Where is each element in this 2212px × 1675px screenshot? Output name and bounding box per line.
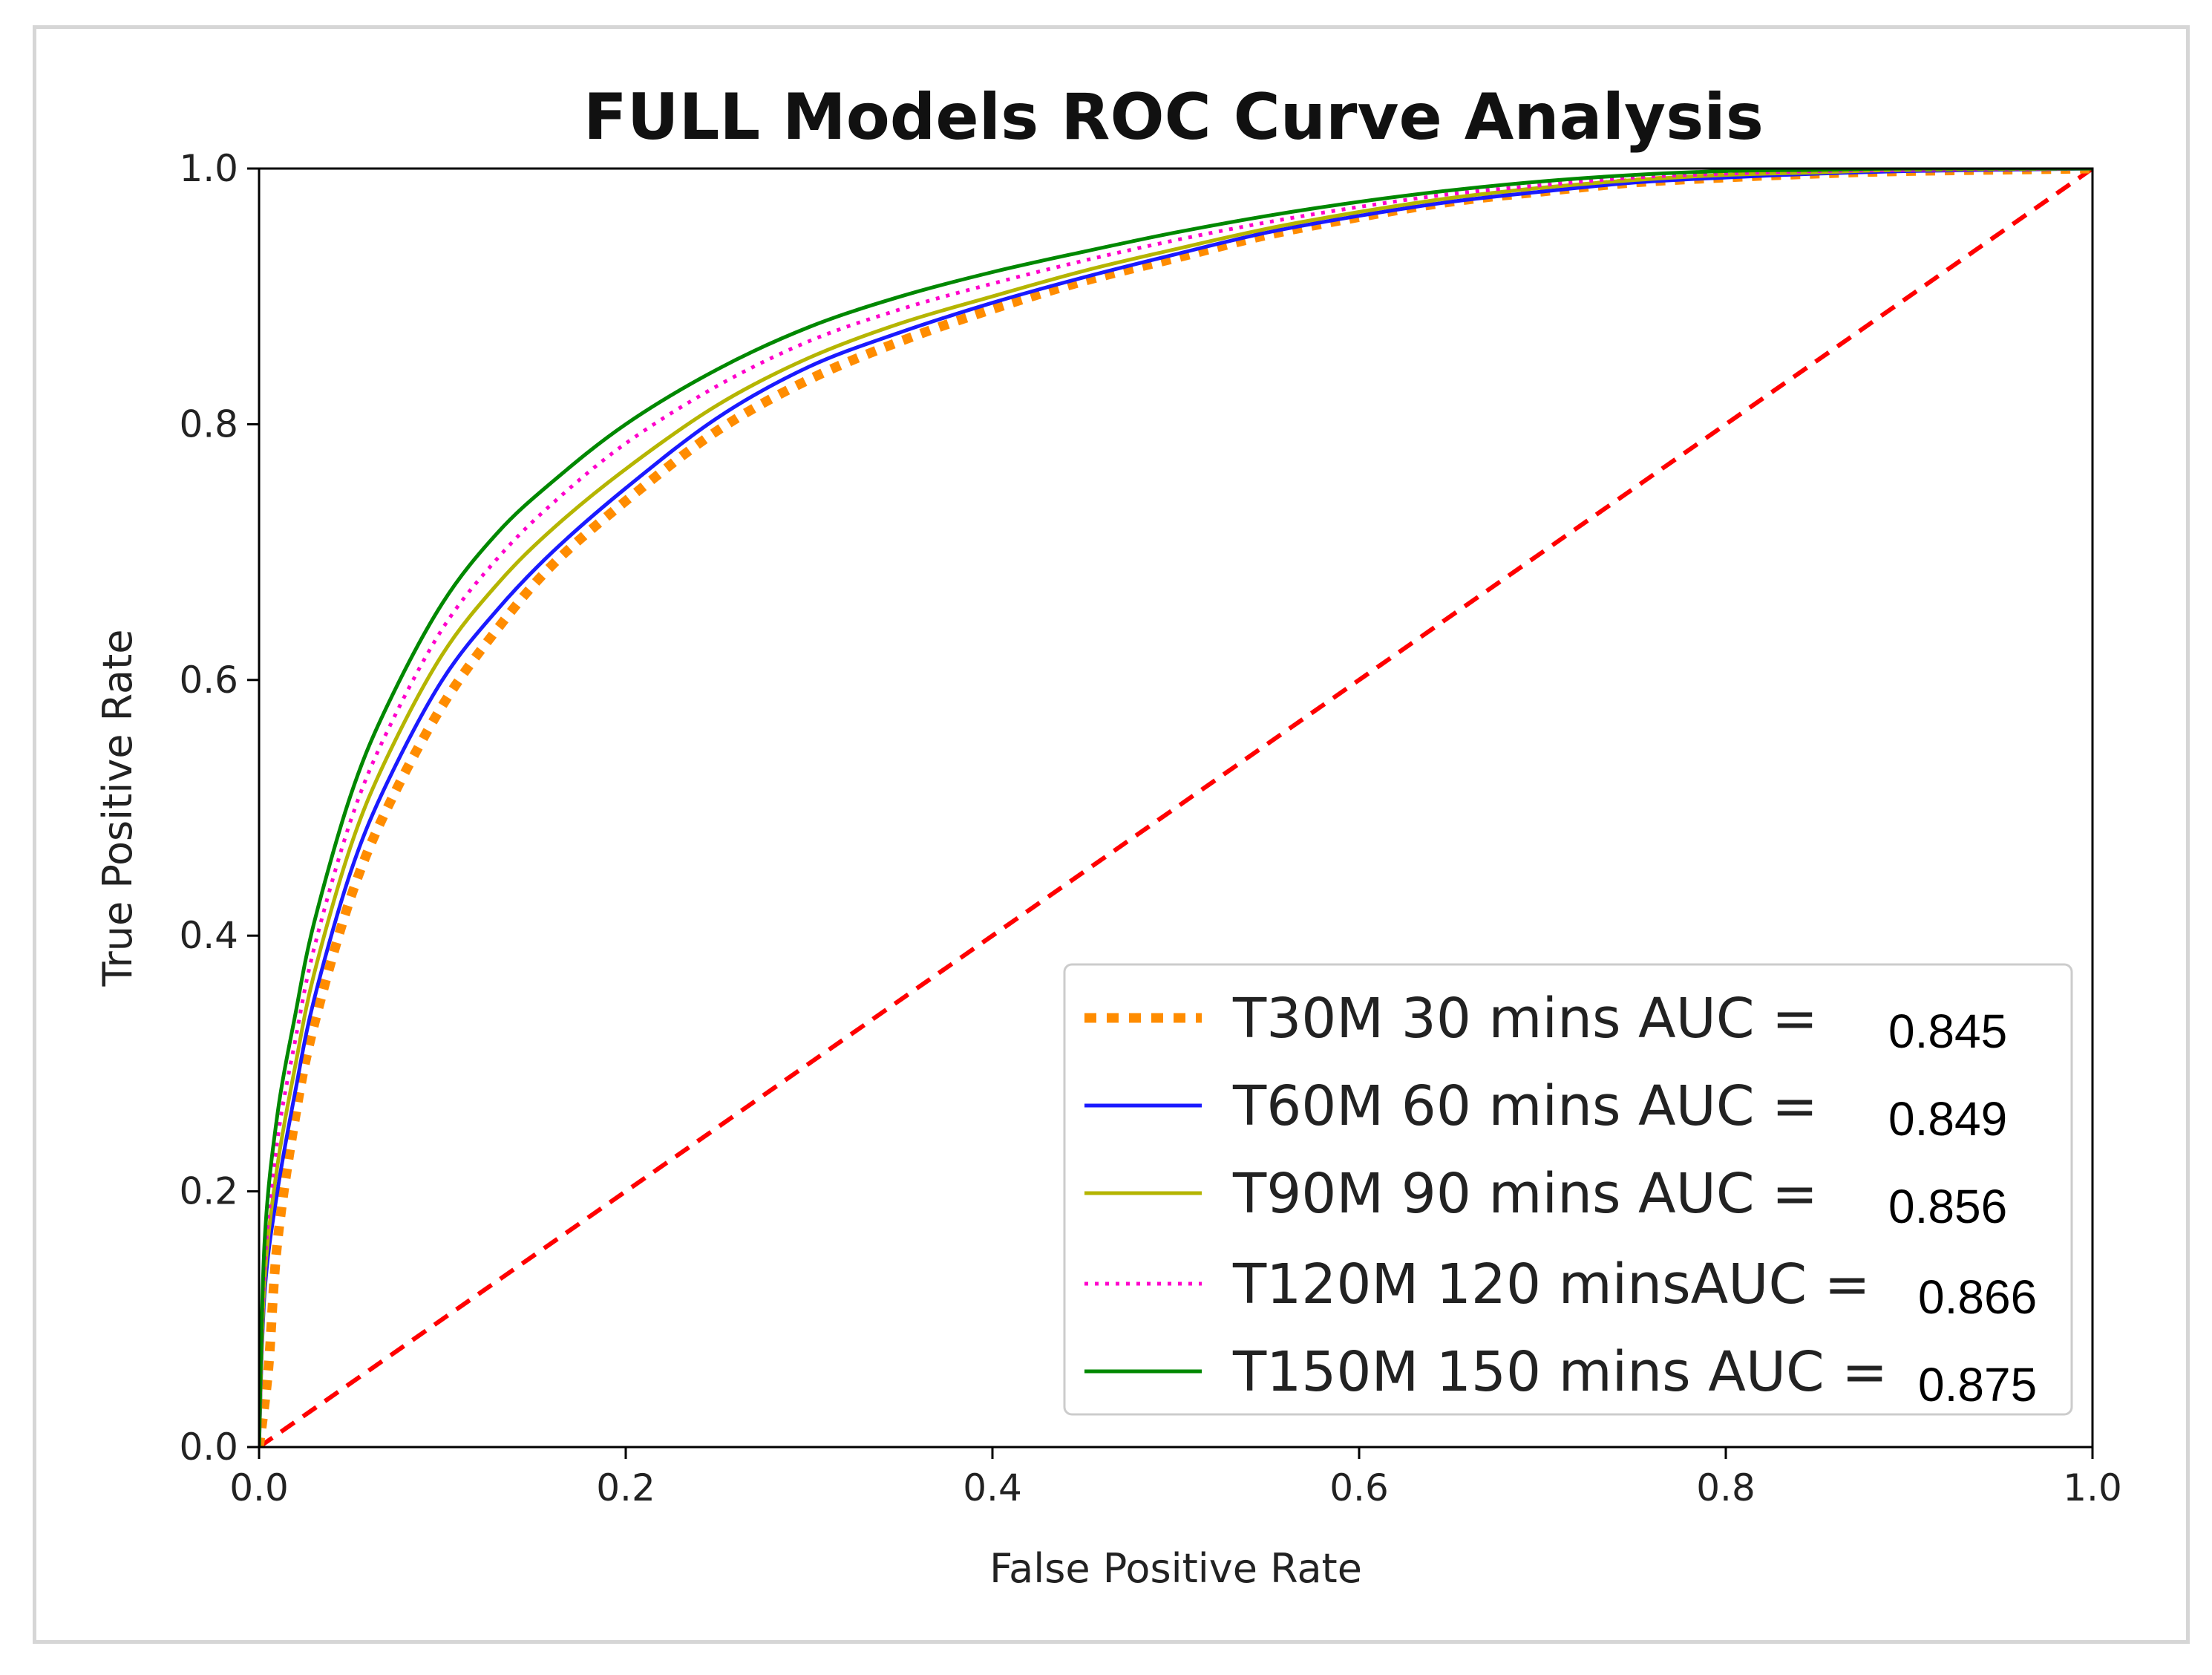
legend-auc-value: 0.875 [1918,1358,2037,1411]
x-tick-label: 0.8 [1696,1466,1755,1509]
legend-label: T150M 150 mins AUC = [1232,1340,1888,1404]
plot-area-border [258,167,2094,1449]
legend-label: T60M 60 mins AUC = [1232,1074,1818,1138]
series-line-t90m [259,169,2092,1447]
legend-auc-value: 0.856 [1888,1180,2007,1233]
legend-box [1063,963,2073,1416]
legend-auc-value: 0.849 [1888,1092,2007,1146]
series-line-t60m [259,169,2092,1447]
legend-label: T30M 30 mins AUC = [1232,987,1818,1051]
series-line-t150m [259,169,2092,1447]
y-tick-label: 0.4 [179,914,238,957]
series-line-t30m [259,169,2092,1447]
x-tick-label: 0.4 [963,1466,1022,1509]
x-tick-label: 0.6 [1329,1466,1389,1509]
series-layer [259,169,2092,1447]
x-tick-label: 1.0 [2063,1466,2122,1509]
roc-chart: FULL Models ROC Curve Analysis 0.0 0.2 0.4… [94,80,2122,1592]
legend-label: T120M 120 minsAUC = [1232,1253,1871,1316]
y-tick-label: 0.8 [179,402,238,445]
legend-label: T90M 90 mins AUC = [1232,1162,1818,1226]
x-tick-label: 0.2 [596,1466,655,1509]
ticks-layer: 0.0 0.2 0.4 0.6 0.8 1.0 0.0 0.2 0.4 0.6 0.8 1.0 [179,147,2121,1509]
legend-auc-value: 0.866 [1918,1270,2037,1324]
chart-title: FULL Models ROC Curve Analysis [583,80,1764,154]
legend-auc-value: 0.845 [1888,1005,2007,1058]
legend: T30M 30 mins AUC = 0.845 T60M 60 mins AUC … [1063,963,2073,1416]
y-tick-label: 0.2 [179,1170,238,1213]
x-tick-label: 0.0 [229,1466,289,1509]
chart-frame: FULL Models ROC Curve Analysis 0.0 0.2 0.4… [33,25,2190,1644]
x-axis-label: False Positive Rate [989,1545,1362,1592]
y-axis-label: True Positive Rate [94,629,141,987]
series-line-t120m [259,169,2092,1447]
y-tick-label: 0.6 [179,659,238,702]
y-tick-label: 1.0 [179,147,238,190]
y-tick-label: 0.0 [179,1426,238,1469]
